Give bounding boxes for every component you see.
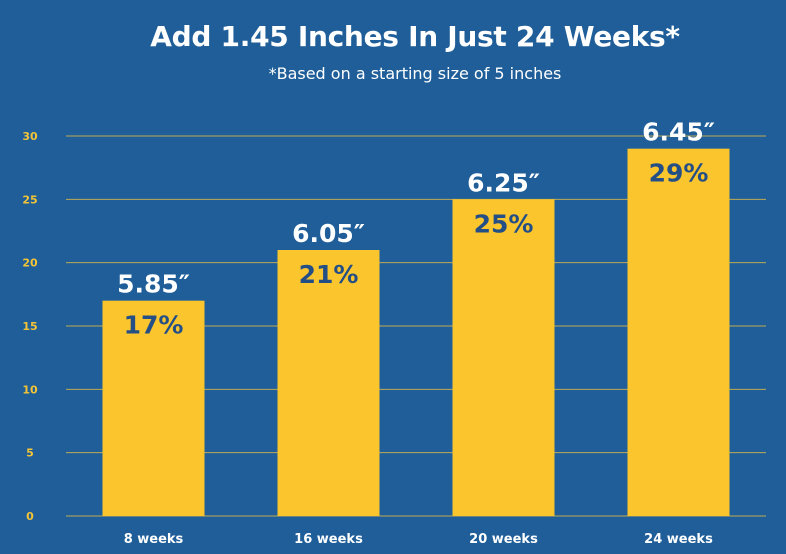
bar: [102, 300, 205, 516]
bar: [627, 148, 730, 516]
bar-top-label: 6.05″: [292, 219, 365, 248]
bar-value-label: 29%: [649, 159, 709, 188]
y-tick-label: 5: [26, 447, 34, 460]
x-tick-label: 20 weeks: [469, 532, 538, 547]
bar-top-label: 5.85″: [117, 270, 190, 299]
x-tick-label: 24 weeks: [644, 532, 713, 547]
bar-value-label: 21%: [299, 260, 359, 289]
y-tick-label: 10: [22, 383, 38, 396]
chart-subtitle: *Based on a starting size of 5 inches: [268, 64, 562, 83]
y-tick-label: 0: [26, 510, 34, 523]
bar-top-label: 6.25″: [467, 168, 540, 197]
bar: [452, 199, 555, 517]
bar: [277, 250, 380, 516]
x-tick-label: 16 weeks: [294, 532, 363, 547]
bar-top-label: 6.45″: [642, 118, 715, 147]
x-tick-label: 8 weeks: [124, 532, 184, 547]
y-tick-label: 20: [22, 257, 38, 270]
y-tick-label: 25: [22, 193, 37, 206]
y-tick-label: 15: [22, 320, 37, 333]
bar-value-label: 17%: [124, 311, 184, 340]
y-tick-label: 30: [22, 130, 38, 143]
chart-title: Add 1.45 Inches In Just 24 Weeks*: [150, 20, 680, 53]
bar-value-label: 25%: [474, 209, 534, 238]
